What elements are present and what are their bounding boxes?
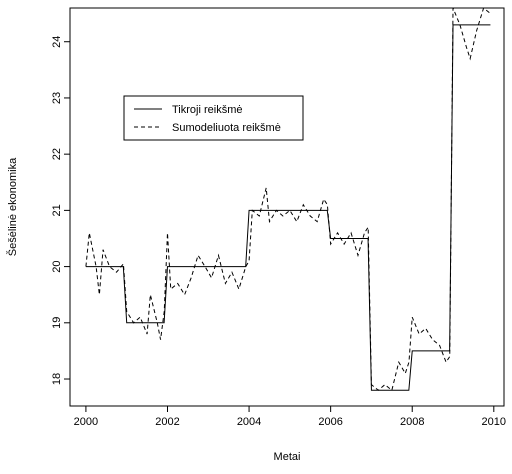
legend-label: Sumodeliuota reikšmė: [172, 122, 281, 134]
x-axis-label: Metai: [274, 451, 301, 463]
y-tick-label: 24: [51, 36, 63, 48]
y-tick-label: 21: [51, 204, 63, 216]
plot-area: [85, 8, 491, 392]
y-tick-label: 19: [51, 317, 63, 329]
x-tick-label: 2010: [482, 416, 506, 428]
y-tick-label: 20: [51, 260, 63, 272]
legend-box: [123, 95, 304, 141]
y-tick-label: 23: [51, 92, 63, 104]
series-line: [85, 8, 491, 392]
y-axis-label: Šešėlinė ekonomika: [6, 157, 19, 256]
x-tick-label: 2004: [237, 416, 261, 428]
x-tick-label: 2008: [400, 416, 424, 428]
x-tick-label: 2006: [318, 416, 342, 428]
x-tick-label: 2000: [74, 416, 98, 428]
y-tick-label: 22: [51, 148, 63, 160]
x-tick-label: 2002: [155, 416, 179, 428]
plot-frame: [69, 7, 505, 407]
legend-label: Tikroji reikšmė: [172, 104, 243, 116]
y-tick-label: 18: [51, 373, 63, 385]
